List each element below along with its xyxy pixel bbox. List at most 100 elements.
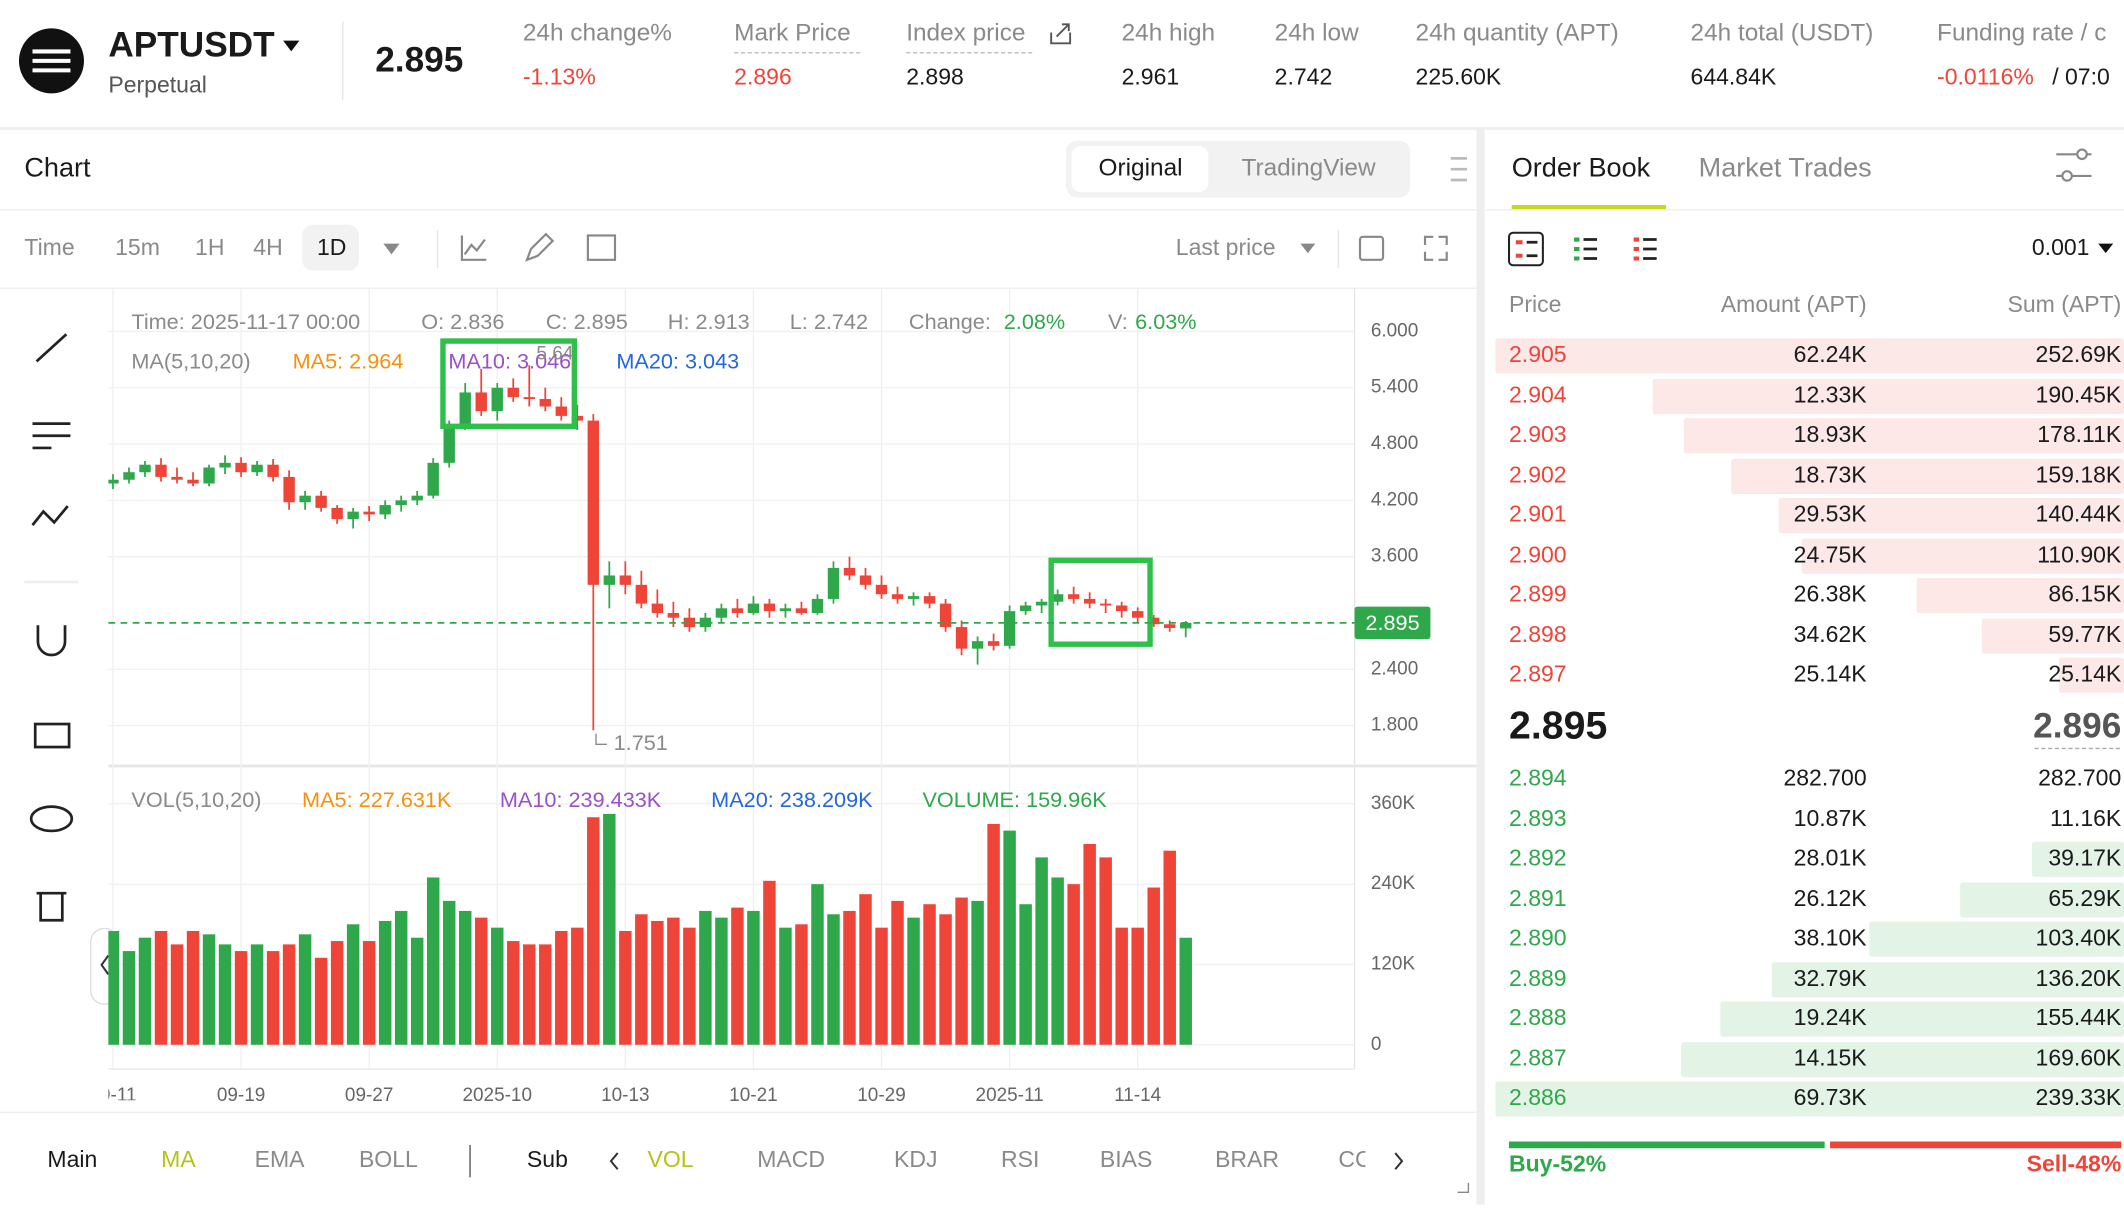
volume-bar: [731, 907, 744, 1045]
line-tool[interactable]: [35, 333, 68, 363]
compare-icon[interactable]: [586, 234, 617, 261]
order-price[interactable]: 2.905: [1509, 341, 1567, 367]
interval-dropdown[interactable]: [383, 243, 400, 255]
order-sum: 252.69K: [2036, 341, 2122, 367]
view-both[interactable]: [1507, 231, 1544, 267]
fib-tool[interactable]: [31, 505, 69, 526]
magnet-tool[interactable]: [36, 625, 67, 657]
main-indicator[interactable]: MA: [161, 1146, 196, 1172]
stat-value: 225.60K: [1416, 64, 1502, 90]
filter-tool[interactable]: [32, 422, 71, 450]
interval[interactable]: 1H: [195, 234, 224, 260]
volume-bar: [859, 894, 872, 1045]
volume-bar: [891, 900, 904, 1045]
order-price[interactable]: 2.893: [1509, 805, 1567, 831]
tab[interactable]: Order Book: [1512, 151, 1651, 182]
symbol[interactable]: APTUSDT: [108, 26, 275, 65]
lock-tool[interactable]: [33, 722, 71, 749]
volume-bar: [763, 880, 776, 1045]
view-bids[interactable]: [1574, 237, 1580, 261]
interval[interactable]: Time: [24, 234, 74, 260]
view-asks-mark: [1643, 238, 1657, 260]
symbol-dropdown[interactable]: [283, 40, 300, 52]
order-price[interactable]: 2.902: [1509, 461, 1567, 487]
order-price[interactable]: 2.904: [1509, 382, 1567, 408]
visibility-tool[interactable]: [29, 805, 74, 833]
sub-indicator[interactable]: BRAR: [1215, 1146, 1279, 1172]
sub-indicator[interactable]: VOL: [647, 1146, 693, 1172]
interval[interactable]: 15m: [115, 234, 160, 260]
order-price[interactable]: 2.899: [1509, 581, 1567, 607]
order-price[interactable]: 2.897: [1509, 660, 1567, 686]
volume-bar: [108, 931, 120, 1045]
depth-bar: [1652, 378, 2124, 415]
indicator-icon[interactable]: [460, 235, 487, 261]
view-asks[interactable]: [1633, 237, 1640, 261]
tool-bar: [24, 333, 79, 922]
volume-bar: [234, 951, 248, 1045]
candle-body: [635, 584, 648, 604]
vol-ma5-legend: MA5: 227.631K: [302, 787, 452, 812]
candle-body: [843, 567, 856, 576]
stat-value: 644.84K: [1691, 64, 1777, 90]
resize-handle[interactable]: [1457, 1182, 1470, 1193]
sub-indicator[interactable]: KDJ: [894, 1146, 937, 1172]
order-amount: 18.73K: [1794, 461, 1868, 487]
precision-dropdown[interactable]: [2098, 243, 2114, 254]
sub-indicator[interactable]: RSI: [1001, 1146, 1039, 1172]
order-price[interactable]: 2.900: [1509, 541, 1567, 567]
main-indicator[interactable]: EMA: [255, 1146, 306, 1172]
y-tick-label: 2.400: [1371, 658, 1418, 679]
stat-label: 24h quantity (APT): [1416, 19, 1619, 46]
order-price[interactable]: 2.894: [1509, 765, 1567, 791]
tab[interactable]: Market Trades: [1699, 151, 1872, 182]
depth-bar: [1681, 1042, 2124, 1078]
order-sum: 140.44K: [2036, 501, 2122, 527]
order-price[interactable]: 2.891: [1509, 885, 1567, 911]
order-price[interactable]: 2.903: [1509, 421, 1567, 447]
sub-indicator[interactable]: MACD: [757, 1146, 825, 1172]
view-tab[interactable]: TradingView: [1241, 155, 1376, 182]
order-price[interactable]: 2.887: [1509, 1045, 1567, 1071]
stat-label: Mark Price: [734, 19, 850, 46]
order-price[interactable]: 2.892: [1509, 844, 1567, 870]
interval[interactable]: 4H: [253, 234, 282, 260]
order-price[interactable]: 2.890: [1509, 924, 1567, 950]
candle-body: [267, 464, 279, 477]
view-tab[interactable]: Original: [1099, 155, 1183, 182]
order-price[interactable]: 2.898: [1509, 621, 1567, 647]
candle-body: [1115, 605, 1128, 612]
order-rows: 2.905 62.24K 252.69K 2.904 12.33K 190.45K 2.90…: [1495, 338, 2124, 1117]
order-price[interactable]: 2.889: [1509, 965, 1567, 991]
sub-indicator[interactable]: BIAS: [1100, 1146, 1152, 1172]
order-price[interactable]: 2.901: [1509, 501, 1567, 527]
scroll-left[interactable]: [609, 1152, 619, 1170]
delete-tool[interactable]: [36, 891, 67, 922]
stat-label: 24h total (USDT): [1691, 19, 1874, 46]
more-menu[interactable]: [1450, 156, 1468, 182]
price-source[interactable]: Last price: [1176, 234, 1276, 260]
precision[interactable]: 0.001: [2032, 234, 2090, 260]
highlight-box: [1048, 557, 1153, 647]
order-price[interactable]: 2.886: [1509, 1084, 1567, 1110]
interval[interactable]: 1D: [317, 234, 346, 260]
draw-icon[interactable]: [525, 232, 555, 262]
volume-bar: [827, 914, 840, 1045]
volume-bar: [138, 937, 152, 1045]
price-source-dropdown[interactable]: [1300, 243, 1316, 254]
order-price[interactable]: 2.888: [1509, 1004, 1567, 1030]
volume-bar: [282, 944, 296, 1045]
main-indicator[interactable]: BOLL: [359, 1146, 418, 1172]
last-price-label: 2.895: [1365, 610, 1419, 635]
volume-bar: [266, 951, 280, 1045]
scroll-right[interactable]: [1394, 1152, 1404, 1170]
stat-value: -0.0116%: [1937, 64, 2034, 90]
calendar-icon[interactable]: [1358, 235, 1385, 261]
fullscreen-icon[interactable]: [1423, 235, 1448, 261]
volume-bar: [939, 914, 952, 1045]
order-amount: 14.15K: [1794, 1045, 1868, 1071]
candles: [108, 365, 1192, 731]
candle-body: [795, 608, 808, 614]
candle-body: [123, 472, 135, 480]
